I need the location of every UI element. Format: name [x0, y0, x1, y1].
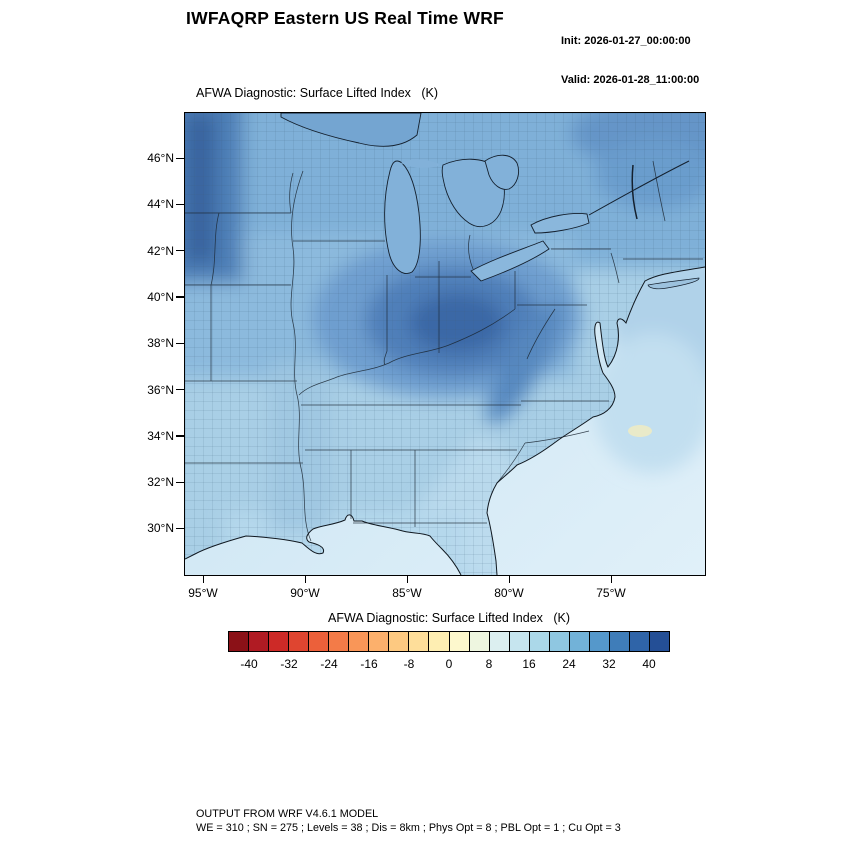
lon-tick-label: 85°W	[392, 586, 422, 600]
lat-tick-mark	[176, 389, 184, 391]
lat-tick-mark	[176, 157, 184, 159]
valid-time: Valid: 2026-01-28_11:00:00	[561, 74, 700, 86]
lon-tick-label: 75°W	[596, 586, 626, 600]
colorbar-cell	[549, 632, 570, 651]
lon-tick-mark	[508, 576, 510, 583]
colorbar-tick-label: -40	[240, 657, 258, 671]
colorbar-cell	[349, 632, 370, 651]
page-title: IWFAQRP Eastern US Real Time WRF	[186, 8, 504, 28]
lake-superior	[280, 113, 422, 147]
colorbar-cell	[569, 632, 590, 651]
lake-erie	[470, 240, 550, 282]
lat-tick-mark	[176, 481, 184, 483]
lat-tick-mark	[176, 250, 184, 252]
coastline	[185, 266, 705, 575]
lat-tick-label: 38°N	[147, 336, 174, 351]
lon-tick-mark	[304, 576, 306, 583]
colorbar-cell	[429, 632, 450, 651]
colorbar-cell	[269, 632, 290, 651]
colorbar-tick-label: -32	[280, 657, 298, 671]
colorbar-cell	[309, 632, 330, 651]
lon-tick-mark	[406, 576, 408, 583]
st-lawrence-river	[588, 160, 690, 216]
lat-tick-mark	[176, 527, 184, 530]
great-lakes	[280, 113, 638, 282]
lat-tick-label: 40°N	[147, 289, 174, 304]
colorbar-cell	[409, 632, 430, 651]
map-title: AFWA Diagnostic: Surface Lifted Index (K…	[196, 86, 438, 100]
lat-tick-mark	[176, 342, 184, 344]
colorbar-cell	[449, 632, 470, 651]
colorbar-cell	[489, 632, 510, 651]
colorbar-cell	[369, 632, 390, 651]
colorbar-cell	[609, 632, 630, 651]
colorbar-tick-label: 40	[642, 657, 656, 671]
colorbar-cell	[249, 632, 270, 651]
colorbar-cell	[289, 632, 310, 651]
state-borders	[185, 160, 703, 542]
colorbar-tick-label: -16	[360, 657, 378, 671]
map-canvas	[184, 112, 706, 576]
lat-tick-label: 32°N	[147, 475, 174, 490]
colorbar-cell	[589, 632, 610, 651]
init-time: Init: 2026-01-27_00:00:00	[561, 35, 691, 47]
footer-line1: OUTPUT FROM WRF V4.6.1 MODEL	[196, 808, 379, 820]
colorbar-tick-labels: -40 -32 -24 -16 -8 0 8 16 24 32 40	[229, 657, 669, 673]
lat-tick-mark	[176, 296, 184, 298]
colorbar-cell	[329, 632, 350, 651]
colorbar	[228, 631, 670, 652]
county-grid	[185, 113, 705, 575]
run-info: Init: 2026-01-27_00:00:00 Valid: 2026-01…	[561, 9, 699, 113]
lat-tick-label: 44°N	[147, 197, 174, 212]
colorbar-tick-label: -24	[320, 657, 338, 671]
lon-tick-label: 90°W	[290, 586, 320, 600]
colorbar-tick-label: 24	[562, 657, 576, 671]
lon-tick-mark	[202, 576, 204, 583]
colorbar-cell	[629, 632, 650, 651]
colorbar-tick-label: 32	[602, 657, 616, 671]
lat-tick-label: 42°N	[147, 243, 174, 258]
lon-tick-mark	[610, 576, 612, 583]
straits-of-mackinac	[401, 159, 441, 168]
lat-tick-label: 36°N	[147, 382, 174, 397]
colorbar-cell	[229, 632, 250, 651]
lat-tick-label: 30°N	[147, 521, 174, 536]
colorbar-tick-label: 8	[485, 657, 493, 671]
lake-ontario	[530, 213, 590, 234]
lat-tick-label: 46°N	[147, 151, 174, 165]
footer-line2: WE = 310 ; SN = 275 ; Levels = 38 ; Dis …	[196, 821, 621, 834]
colorbar-cell	[509, 632, 530, 651]
lat-tick-label: 34°N	[147, 428, 174, 443]
ocean-yellow-spot	[628, 425, 652, 437]
colorbar-cell	[469, 632, 490, 651]
colorbar-tick-label: 16	[522, 657, 536, 671]
footer: OUTPUT FROM WRF V4.6.1 MODEL WE = 310 ; …	[196, 808, 621, 835]
lon-tick-label: 80°W	[494, 586, 524, 600]
colorbar-tick-label: 0	[445, 657, 453, 671]
lat-tick-mark	[176, 435, 184, 437]
lake-michigan	[384, 160, 421, 274]
georgian-bay	[484, 154, 520, 190]
lon-tick-label: 95°W	[188, 586, 218, 600]
lat-tick-mark	[176, 203, 184, 206]
colorbar-cell	[389, 632, 410, 651]
long-island	[647, 277, 700, 290]
colorbar-cell	[529, 632, 550, 651]
colorbar-tick-label: -8	[403, 657, 415, 671]
colorbar-label: AFWA Diagnostic: Surface Lifted Index (K…	[328, 611, 570, 625]
map-svg	[185, 113, 705, 575]
ocean-shade-midatlantic	[593, 333, 705, 473]
colorbar-cell	[649, 632, 670, 651]
lake-champlain	[631, 164, 638, 220]
